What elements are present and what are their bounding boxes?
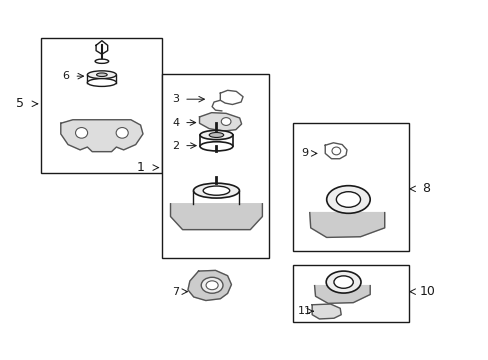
Text: 5: 5: [16, 97, 23, 110]
Text: 7: 7: [171, 287, 179, 297]
Ellipse shape: [325, 271, 360, 293]
Text: 10: 10: [418, 285, 434, 298]
Bar: [292, 123, 408, 251]
Ellipse shape: [201, 277, 223, 293]
Bar: [41, 38, 162, 173]
Text: 6: 6: [62, 71, 69, 81]
Polygon shape: [170, 204, 262, 230]
Bar: [162, 74, 268, 258]
Ellipse shape: [221, 118, 230, 125]
Ellipse shape: [200, 130, 232, 140]
Ellipse shape: [333, 276, 352, 288]
Polygon shape: [314, 285, 369, 303]
Text: 2: 2: [172, 141, 179, 150]
Bar: [292, 265, 408, 322]
Ellipse shape: [95, 59, 108, 63]
Polygon shape: [199, 113, 241, 131]
Text: 11: 11: [297, 306, 311, 316]
Text: 8: 8: [421, 183, 429, 195]
Polygon shape: [61, 120, 142, 152]
Ellipse shape: [203, 186, 229, 195]
Text: 4: 4: [172, 118, 179, 127]
Ellipse shape: [200, 142, 232, 151]
Text: 9: 9: [301, 148, 308, 158]
Ellipse shape: [75, 127, 87, 138]
Polygon shape: [309, 213, 384, 238]
Text: 1: 1: [136, 161, 144, 174]
Ellipse shape: [193, 183, 239, 198]
Text: 3: 3: [172, 94, 179, 104]
Ellipse shape: [209, 132, 223, 138]
Ellipse shape: [331, 147, 340, 155]
Ellipse shape: [326, 186, 369, 213]
Ellipse shape: [96, 73, 107, 77]
Ellipse shape: [336, 192, 360, 207]
Ellipse shape: [205, 281, 218, 290]
Ellipse shape: [87, 71, 116, 78]
Ellipse shape: [116, 127, 128, 138]
Polygon shape: [311, 304, 341, 319]
Polygon shape: [187, 270, 231, 301]
Ellipse shape: [87, 78, 116, 86]
